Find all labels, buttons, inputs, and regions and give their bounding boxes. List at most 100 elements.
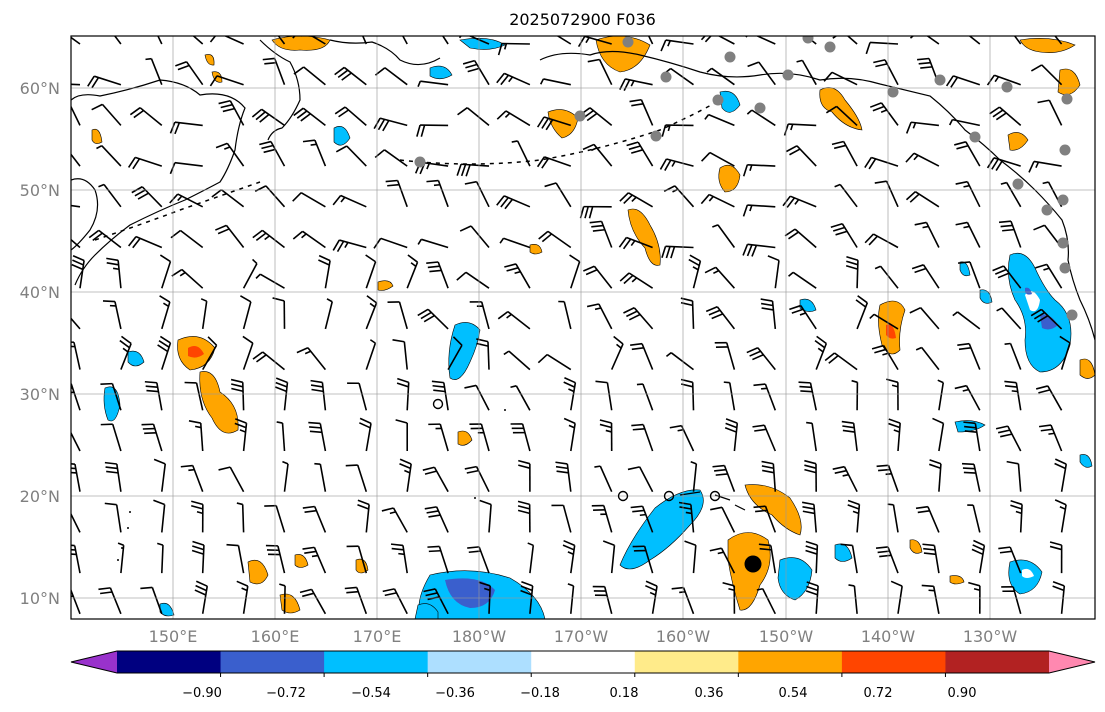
- wind-barb: [264, 504, 286, 533]
- wind-barb: [905, 190, 940, 208]
- shade-negative: [1008, 252, 1072, 373]
- lon-label: 180°W: [452, 627, 507, 646]
- shade-negative: [414, 603, 439, 619]
- wind-barb: [202, 336, 218, 370]
- wind-barb: [1004, 380, 1022, 411]
- colorbar: [70, 650, 1096, 677]
- wind-barb: [932, 417, 945, 452]
- wind-barb: [723, 381, 736, 411]
- shade-positive: [247, 559, 269, 585]
- coastline-asia: [71, 79, 246, 286]
- station-marker: [1001, 81, 1013, 93]
- wind-barb: [497, 42, 530, 56]
- wind-barb: [100, 423, 122, 452]
- wind-barb: [989, 106, 1022, 127]
- wind-barb: [293, 66, 326, 86]
- colorbar-extend-low: [71, 651, 117, 673]
- wind-barb: [782, 195, 817, 208]
- latitude-labels: 60°N 50°N 40°N 30°N 20°N 10°N: [20, 79, 60, 608]
- wind-barb: [645, 580, 658, 614]
- wind-barb: [636, 383, 654, 411]
- wind-barb: [760, 298, 777, 329]
- wind-barb: [365, 254, 377, 289]
- wind-barb: [144, 380, 163, 411]
- wind-barb: [871, 344, 899, 371]
- lat-label: 30°N: [20, 385, 60, 404]
- wind-barb: [661, 245, 694, 259]
- station-markers: [414, 36, 1078, 321]
- wind-barb: [234, 418, 248, 452]
- coastline-hokkaido: [71, 178, 99, 251]
- colorbar-tick-label: −0.72: [266, 686, 306, 701]
- wind-barb: [742, 204, 776, 217]
- lon-label: 170°W: [554, 627, 609, 646]
- storm-center-marker: [744, 555, 762, 573]
- wind-barb: [169, 193, 204, 208]
- wind-barb: [252, 351, 286, 371]
- shade-positive: [204, 54, 215, 66]
- wind-barb: [381, 507, 408, 533]
- shade-positive: [377, 280, 394, 291]
- wind-barb: [392, 339, 408, 370]
- wind-barb: [589, 220, 613, 248]
- lon-label: 150°E: [149, 627, 198, 646]
- wind-barb: [595, 380, 613, 411]
- wind-barb: [801, 501, 817, 533]
- colorbar-tick-label: −0.36: [435, 686, 475, 701]
- wind-barb: [310, 379, 327, 411]
- wind-barb: [700, 193, 735, 208]
- wind-barb: [599, 419, 613, 452]
- shade-positive: [529, 244, 543, 255]
- wind-barb: [215, 224, 245, 248]
- wind-barb: [347, 382, 368, 411]
- wind-barb: [87, 75, 122, 89]
- wind-barb: [226, 543, 245, 574]
- wind-barb: [96, 144, 122, 167]
- wind-barb: [569, 254, 581, 289]
- wind-barb: [824, 352, 858, 371]
- wind-barb: [536, 116, 572, 131]
- wind-barb: [335, 145, 367, 167]
- wind-barb: [71, 255, 85, 289]
- station-marker: [802, 36, 814, 44]
- station-marker: [1041, 204, 1053, 216]
- wind-barb: [282, 460, 289, 492]
- wind-barb: [357, 499, 370, 533]
- shade-negative: [333, 126, 351, 146]
- wind-barb: [701, 151, 735, 167]
- shade-positive: [909, 539, 923, 554]
- shade-positive: [1007, 132, 1029, 151]
- wind-barb: [462, 59, 490, 86]
- wind-barb: [1028, 160, 1062, 173]
- wind-barb: [334, 106, 367, 127]
- lat-label: 40°N: [20, 283, 60, 302]
- wind-barb: [517, 500, 531, 533]
- wind-barb: [1054, 36, 1063, 45]
- wind-barb: [563, 376, 577, 411]
- wind-barb: [276, 421, 286, 452]
- wind-barb: [292, 230, 326, 249]
- wind-barb: [302, 139, 327, 167]
- colorbar-tick-label: 0.18: [610, 686, 639, 701]
- wind-barb: [591, 504, 613, 533]
- wind-barb: [184, 381, 204, 411]
- wind-barb: [71, 104, 81, 126]
- wind-barb: [690, 460, 698, 492]
- wind-barb: [592, 585, 613, 614]
- wind-barb: [236, 580, 249, 614]
- wind-barb: [106, 257, 122, 289]
- wind-barb: [823, 71, 858, 86]
- shade-positive: [1019, 38, 1076, 53]
- wind-barb: [293, 107, 326, 127]
- wind-barb: [784, 228, 817, 249]
- wind-barb: [752, 424, 777, 452]
- wind-barb: [1013, 36, 1022, 45]
- wind-barb: [742, 243, 776, 257]
- shade-negative: [619, 489, 704, 570]
- shade-strong-positive: [188, 346, 204, 358]
- colorbar-bin: [220, 651, 325, 673]
- wind-barb: [153, 499, 166, 533]
- station-marker: [1012, 178, 1024, 190]
- wind-barb: [577, 36, 612, 48]
- lon-label: 140°W: [861, 627, 916, 646]
